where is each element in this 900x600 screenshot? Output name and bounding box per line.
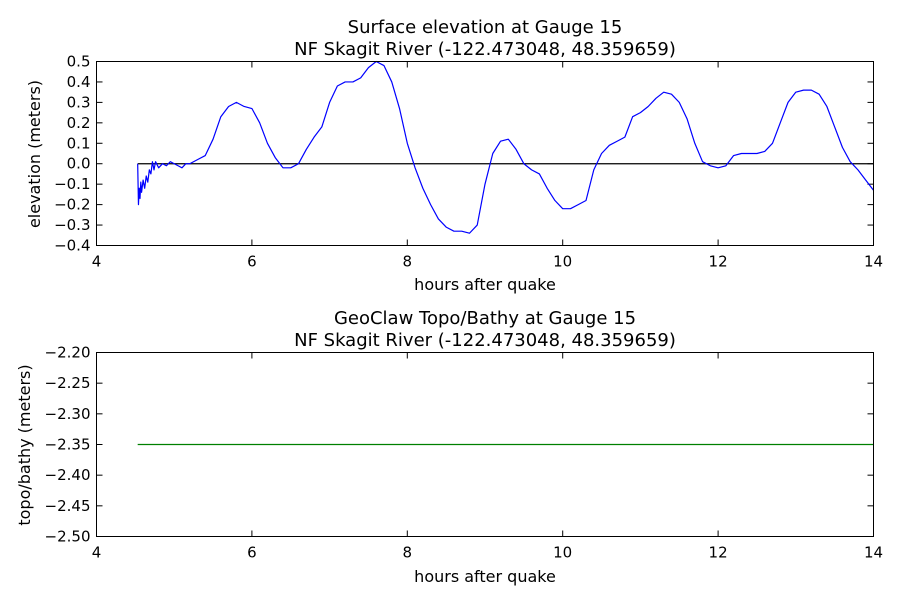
x-axis-label: hours after quake (414, 567, 556, 586)
y-tick-label: −2.30 (45, 405, 91, 423)
y-axis-label: topo/bathy (meters) (15, 364, 34, 525)
chart-subtitle: NF Skagit River (-122.473048, 48.359659) (294, 39, 676, 60)
x-axis-label: hours after quake (414, 275, 556, 294)
x-tick-label: 10 (553, 253, 572, 271)
y-tick-label: −2.45 (45, 497, 91, 515)
y-tick-label: −0.3 (54, 216, 90, 234)
y-tick-label: 0.5 (67, 53, 91, 71)
x-tick-label: 14 (864, 253, 883, 271)
y-tick-label: −0.2 (54, 196, 90, 214)
x-tick-label: 8 (403, 253, 413, 271)
y-tick-label: −2.35 (45, 436, 91, 454)
ticks: 4 6 8 10 12 14 −0.4 −0.3 −0.2 −0.1 0.0 0.1 0.2 0.3 0.4… (54, 53, 883, 271)
y-tick-label: 0.1 (67, 134, 91, 152)
y-tick-label: −2.20 (45, 344, 91, 362)
series-line (137, 60, 874, 234)
y-axis-label: elevation (meters) (25, 80, 44, 228)
topo-bathy-chart: GeoClaw Topo/Bathy at Gauge 15 NF Skagit… (15, 308, 883, 586)
plot-area (137, 60, 874, 234)
chart-title: GeoClaw Topo/Bathy at Gauge 15 (334, 308, 636, 329)
plot-frame (96, 61, 874, 246)
y-tick-label: 0.2 (67, 114, 91, 132)
chart-title: Surface elevation at Gauge 15 (348, 17, 623, 38)
x-tick-label: 4 (92, 253, 102, 271)
elevation-chart: Surface elevation at Gauge 15 NF Skagit … (25, 17, 883, 294)
plot-frame (96, 352, 874, 537)
ticks: 4 6 8 10 12 14 −2.50 −2.45 −2.40 −2.35 −2.30 −2.25 −… (45, 344, 884, 562)
y-tick-label: −2.25 (45, 374, 91, 392)
chart-subtitle: NF Skagit River (-122.473048, 48.359659) (294, 330, 676, 351)
x-tick-label: 6 (247, 544, 257, 562)
x-tick-label: 12 (709, 253, 728, 271)
y-tick-label: −0.1 (54, 175, 90, 193)
x-tick-label: 8 (403, 544, 413, 562)
y-tick-label: 0.4 (67, 73, 91, 91)
x-tick-label: 10 (553, 544, 572, 562)
x-tick-label: 6 (247, 253, 257, 271)
x-tick-label: 14 (864, 544, 883, 562)
y-tick-label: 0.0 (67, 155, 91, 173)
x-tick-label: 4 (92, 544, 102, 562)
y-tick-label: −2.50 (45, 528, 91, 546)
y-tick-label: −0.4 (54, 237, 90, 255)
y-tick-label: −2.40 (45, 466, 91, 484)
x-tick-label: 12 (709, 544, 728, 562)
y-tick-label: 0.3 (67, 93, 91, 111)
